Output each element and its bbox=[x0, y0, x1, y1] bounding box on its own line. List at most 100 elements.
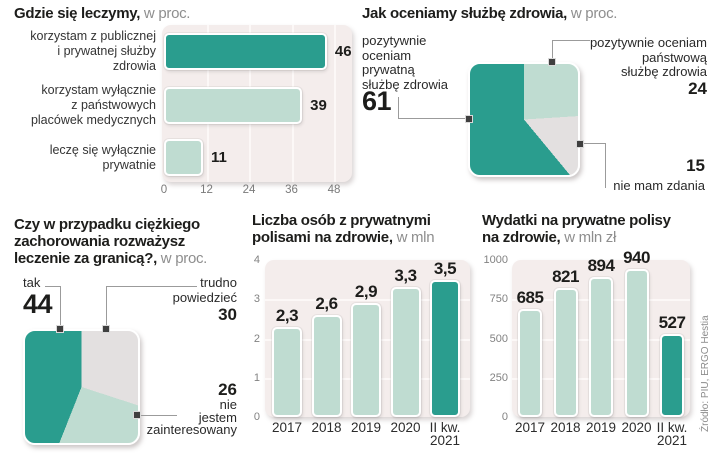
vbar-value-label: 685 bbox=[516, 288, 544, 308]
vbar-x-label: 2020 bbox=[621, 420, 652, 435]
title-rest: w proc. bbox=[156, 250, 208, 267]
vbar-x-line: 2019 bbox=[350, 420, 382, 435]
hbar-category-label: leczę się wyłącznie prywatnie bbox=[0, 143, 156, 173]
vbar-x-line: 2018 bbox=[550, 420, 581, 435]
hbar-bar bbox=[164, 87, 303, 124]
hbar-category-line: korzystam wyłącznie bbox=[41, 83, 156, 97]
vbar-value-label: 2,3 bbox=[275, 305, 299, 325]
vbar-x-line: 2021 bbox=[429, 433, 461, 448]
vbar-bar bbox=[553, 288, 578, 417]
pie-label-nie-jestem: nie jestem zainteresowany bbox=[127, 398, 237, 437]
vbar-value-label: 821 bbox=[552, 267, 579, 287]
slice-marker bbox=[133, 411, 141, 419]
slice-marker bbox=[102, 325, 110, 333]
vbar-axis-tick: 500 bbox=[489, 332, 508, 345]
vbar-x-line: 2019 bbox=[585, 420, 617, 435]
hbar-value-label: 11 bbox=[210, 149, 227, 166]
hbar-value-label: 46 bbox=[334, 43, 352, 60]
pie-label-line: pozytywnie oceniam bbox=[589, 35, 707, 50]
vbar-value-label: 2,6 bbox=[315, 293, 338, 313]
vbar-x-label: 2017 bbox=[271, 420, 303, 435]
vbar-x-line: II kw. bbox=[656, 420, 688, 435]
vbar-axis-tick: 1000 bbox=[483, 254, 508, 266]
connector-line bbox=[552, 40, 590, 41]
section-wydatki: Wydatki na prywatne polisy na zdrowie, w… bbox=[480, 200, 720, 456]
hbar-category-line: korzystam z publicznej bbox=[30, 29, 156, 43]
vbar-value-label: 3,5 bbox=[433, 258, 457, 278]
hbar-gridline bbox=[334, 25, 336, 182]
hbar-category-line: placówek medycznych bbox=[30, 113, 156, 127]
pie-label-line: służbę zdrowia bbox=[362, 76, 448, 92]
vbar-x-label: 2018 bbox=[550, 420, 581, 435]
connector-line bbox=[106, 286, 197, 287]
hbar-bar bbox=[164, 33, 327, 70]
pie-label-tak: tak bbox=[23, 275, 41, 290]
vbar-x-label: II kw. 2021 bbox=[429, 421, 461, 448]
title-bold: polisami na zdrowie, bbox=[252, 229, 393, 246]
section-liczba-osob: Liczba osób z prywatnymi polisami na zdr… bbox=[250, 200, 480, 456]
pie-value-prywatna: 61 bbox=[362, 86, 392, 116]
vbar-x-label: 2018 bbox=[311, 420, 342, 435]
vbar-value-label: 3,3 bbox=[394, 266, 417, 286]
hbar-category-line: i prywatnej służby bbox=[57, 44, 156, 58]
connector-line bbox=[106, 286, 107, 326]
connector-line bbox=[605, 143, 606, 188]
hbar-panel bbox=[162, 25, 352, 182]
vbar-x-label: 2017 bbox=[515, 421, 545, 435]
pie-value-nie-jestem: 26 bbox=[218, 380, 237, 399]
vbar-axis-tick: 750 bbox=[489, 293, 508, 306]
chart-title: zachorowania rozważysz bbox=[14, 233, 185, 250]
vbar-axis-tick: 2 bbox=[253, 332, 260, 345]
hbar-axis-tick: 12 bbox=[200, 184, 213, 196]
slice-marker bbox=[576, 140, 584, 148]
vbar-x-line: 2018 bbox=[311, 420, 342, 435]
vbar-bar bbox=[311, 314, 342, 417]
hbar-axis-tick: 24 bbox=[242, 184, 256, 196]
chart-title: na zdrowie, w mln zł bbox=[482, 229, 616, 246]
pie-label-nie-mam-zdania: nie mam zdania bbox=[613, 178, 705, 193]
source-note: Źródło: PIU, ERGO Hestia bbox=[700, 315, 711, 432]
vbar-value-label: 527 bbox=[658, 313, 686, 333]
connector-line bbox=[398, 97, 399, 119]
pie-label-line: prywatną bbox=[362, 62, 415, 77]
vbar-bar bbox=[272, 326, 302, 417]
vbar-x-label: 2020 bbox=[390, 420, 421, 435]
connector-line bbox=[398, 118, 466, 119]
chart-title: Wydatki na prywatne polisy bbox=[482, 212, 671, 229]
hbar-category-label: korzystam z publicznej i prywatnej służby… bbox=[0, 29, 156, 74]
pie-value-trudno: 30 bbox=[218, 305, 237, 324]
vbar-value-label: 2,9 bbox=[354, 282, 378, 302]
chart-title: Czy w przypadku ciężkiego bbox=[14, 216, 200, 233]
hbar-value-label: 39 bbox=[310, 97, 327, 114]
vbar-axis-tick: 4 bbox=[253, 254, 260, 266]
vbar-x-line: 2020 bbox=[390, 420, 421, 435]
hbar-category-line: prywatnie bbox=[102, 157, 157, 172]
pie-label-line: służbę zdrowia bbox=[621, 64, 707, 79]
chart-title: polisami na zdrowie, w mln bbox=[252, 229, 435, 246]
section-gdzie-sie-leczymy: Gdzie się leczymy, w proc. 0 12 24 36 48 46 ko… bbox=[0, 0, 360, 200]
vbar-bar bbox=[390, 287, 421, 417]
vbar-value-label: 894 bbox=[587, 255, 615, 275]
chart-title: Liczba osób z prywatnymi bbox=[252, 212, 431, 229]
title-bold: Wydatki na prywatne polisy bbox=[482, 212, 671, 229]
pie-label-panstwowa: pozytywnie oceniam państwową służbę zdro… bbox=[577, 35, 707, 80]
vbar-x-label: 2019 bbox=[585, 420, 617, 435]
vbar-x-line: 2017 bbox=[271, 420, 303, 435]
vbar-bar bbox=[624, 269, 649, 417]
connector-line bbox=[60, 286, 61, 326]
square-pie-jak-oceniamy bbox=[468, 62, 580, 177]
pie-label-line: jestem bbox=[198, 409, 237, 425]
vbar-x-line: 2020 bbox=[621, 420, 652, 435]
title-rest: w proc. bbox=[567, 5, 618, 22]
vbar-value-label: 940 bbox=[623, 248, 650, 268]
hbar-category-line: zdrowia bbox=[112, 59, 156, 73]
pie-label-line: trudno bbox=[200, 275, 237, 290]
pie-label-line: pozytywnie bbox=[362, 33, 427, 48]
pie-label-prywatna: pozytywnie oceniam prywatną służbę zdrow… bbox=[362, 33, 448, 92]
title-rest: w mln zł bbox=[560, 229, 617, 246]
vbar-axis-tick: 1 bbox=[253, 371, 260, 384]
pie-value-panstwowa: 24 bbox=[688, 79, 707, 98]
hbar-category-line: z państwowych bbox=[71, 98, 156, 112]
chart-title: leczenie za granicą?, w proc. bbox=[14, 250, 207, 267]
